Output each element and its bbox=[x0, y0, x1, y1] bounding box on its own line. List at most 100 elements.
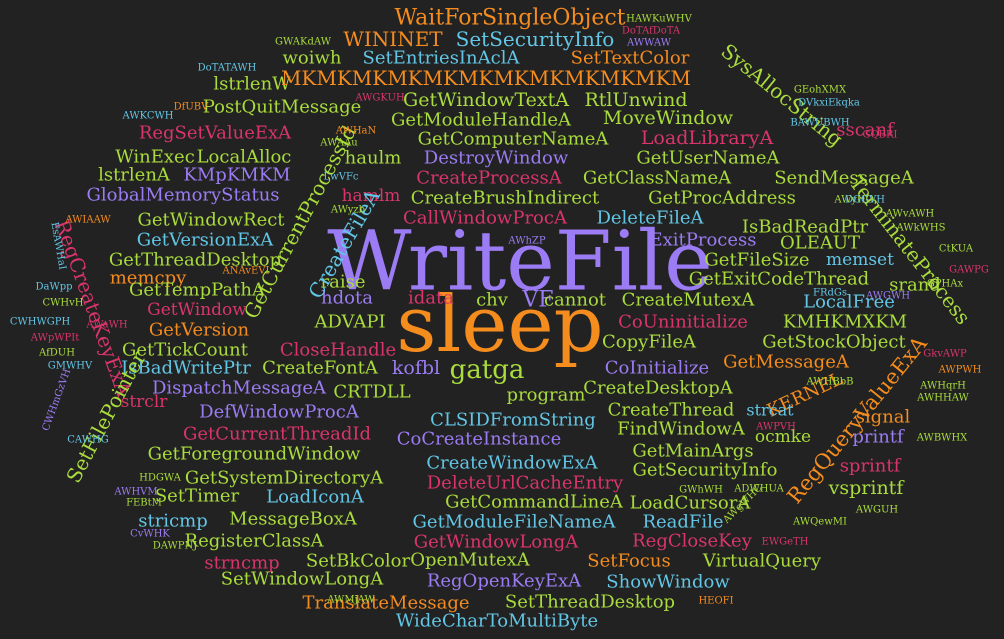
word-printf: printf bbox=[852, 427, 905, 448]
word-cawhg: CAWHG bbox=[67, 435, 108, 446]
word-set-entries-in-acl-a: SetEntriesInAclA bbox=[363, 48, 521, 69]
word-get-exit-code-thread: GetExitCodeThread bbox=[689, 269, 869, 290]
word-message-box-a: MessageBoxA bbox=[229, 509, 358, 530]
word-create-process-a: CreateProcessA bbox=[416, 168, 562, 189]
word-create-brush-indirect: CreateBrushIndirect bbox=[411, 188, 600, 209]
word-open-mutex-a: OpenMutexA bbox=[410, 550, 531, 571]
word-get-current-thread-id: GetCurrentThreadId bbox=[183, 424, 371, 445]
word-dggvh: DGGVH bbox=[845, 195, 885, 206]
word-frd-gs: FRdGs bbox=[813, 288, 847, 299]
word-gawpg: GAWPG bbox=[949, 265, 989, 276]
word-get-command-line-a: GetCommandLineA bbox=[445, 492, 624, 513]
word-af-duh: AfDUH bbox=[38, 348, 75, 359]
word-awgkuh: AWGKUH bbox=[354, 93, 405, 104]
word-lstrlen-w: lstrlenW bbox=[213, 74, 291, 95]
word-bawubwh: BAWUBWH bbox=[790, 118, 849, 129]
word-kofbl: kofbl bbox=[392, 357, 440, 379]
word-cannot: cannot bbox=[544, 290, 607, 311]
word-awpvh: AWPVH bbox=[755, 422, 796, 433]
word-destroy-window: DestroyWindow bbox=[424, 148, 569, 169]
word-find-window-a: FindWindowA bbox=[617, 419, 746, 440]
word-srand: srand bbox=[889, 275, 941, 296]
word-dvkxi-ekqka: DVkxiEkqka bbox=[798, 98, 860, 109]
word-awguh: AWGUH bbox=[855, 505, 899, 516]
word-wininet: WININET bbox=[343, 27, 443, 51]
word-oleaut: OLEAUT bbox=[780, 233, 860, 254]
word-awgwh: AWGWH bbox=[865, 291, 910, 302]
word-gwakd-aw: GWAKdAW bbox=[275, 37, 332, 48]
word-load-library-a: LoadLibraryA bbox=[641, 127, 774, 149]
word-get-user-name-a: GetUserNameA bbox=[636, 148, 780, 169]
word-awhvm: AWHVM bbox=[113, 487, 157, 498]
word-set-security-info: SetSecurityInfo bbox=[456, 27, 615, 51]
word-get-class-name-a: GetClassNameA bbox=[583, 168, 732, 189]
word-get-computer-name-a: GetComputerNameA bbox=[418, 129, 610, 150]
word-lstrlen-a: lstrlenA bbox=[98, 165, 171, 186]
word-get-tick-count: GetTickCount bbox=[122, 340, 249, 361]
word-awk-whs: AWkWHS bbox=[895, 223, 945, 234]
word-awbwhx: AWBWHX bbox=[916, 433, 968, 444]
word-load-cursor-a: LoadCursorA bbox=[630, 493, 752, 514]
word-get-version-ex-a: GetVersionExA bbox=[137, 230, 275, 251]
word-stricmp: stricmp bbox=[138, 511, 208, 532]
word-get-thread-desktop: GetThreadDesktop bbox=[109, 250, 281, 271]
word-awhbb-b: AWHBbB bbox=[806, 377, 854, 388]
word-signal: signal bbox=[856, 407, 911, 428]
word-dispatch-message-a: DispatchMessageA bbox=[152, 378, 327, 399]
word-febt-m: FEBtM bbox=[126, 498, 162, 509]
word-awa-wh: AWaWH bbox=[85, 320, 127, 331]
word-delete-url-cache-entry: DeleteUrlCacheEntry bbox=[427, 473, 624, 494]
word-da-wpp: DaWpp bbox=[35, 282, 72, 293]
word-exit-process: ExitProcess bbox=[649, 230, 756, 251]
word-idata: idata bbox=[408, 288, 454, 309]
word-awh-zp: AWhZP bbox=[507, 236, 545, 247]
word-set-thread-desktop: SetThreadDesktop bbox=[505, 592, 675, 613]
word-wait-for-single-object: WaitForSingleObject bbox=[394, 6, 625, 31]
word-raise: raise bbox=[321, 272, 366, 293]
word-awy-hg: AWyHG bbox=[833, 195, 873, 206]
word-show-window: ShowWindow bbox=[606, 572, 730, 593]
word-create-window-ex-a: CreateWindowExA bbox=[426, 453, 598, 474]
word-gkv-awp: GkvAWP bbox=[923, 349, 967, 360]
word-get-file-size: GetFileSize bbox=[704, 250, 809, 271]
word-cwhm-gz-vh: CWHmGzVH bbox=[41, 367, 74, 432]
word-gphax: GPHAx bbox=[927, 279, 964, 290]
word-df-ubv: DfUBV bbox=[174, 102, 209, 113]
word-awhhaw: AWHHAW bbox=[916, 393, 969, 404]
word-set-timer: SetTimer bbox=[155, 486, 240, 507]
word-get-system-directory-a: GetSystemDirectoryA bbox=[185, 468, 384, 489]
word-woiwh: woiwh bbox=[282, 48, 341, 69]
word-write-file: WriteFile bbox=[327, 215, 712, 310]
word-virtual-query: VirtualQuery bbox=[702, 551, 822, 572]
word-gatga: gatga bbox=[450, 355, 525, 385]
word-get-foreground-window: GetForegroundWindow bbox=[148, 444, 361, 465]
word-rtl-unwind: RtlUnwind bbox=[584, 89, 687, 111]
word-gwh-wh: GWhWH bbox=[679, 485, 723, 496]
word-cwhv-h: CWHvH bbox=[42, 298, 83, 309]
word-global-memory-status: GlobalMemoryStatus bbox=[86, 185, 279, 206]
word-awaau: AWAAu bbox=[319, 138, 358, 149]
word-gmwhv: GMWHV bbox=[48, 361, 93, 372]
word-program: program bbox=[507, 385, 586, 406]
word-hamlm: hamlm bbox=[342, 186, 401, 206]
word-create-thread: CreateThread bbox=[608, 400, 735, 421]
word-adwhua: ADWHUA bbox=[733, 484, 784, 495]
word-local-alloc: LocalAlloc bbox=[197, 147, 292, 168]
word-awyzb: AWyzb bbox=[330, 205, 365, 216]
word-strcat: strcat bbox=[746, 401, 794, 420]
word-awpwh: AWPWH bbox=[938, 365, 982, 376]
word-hdota: hdota bbox=[321, 288, 373, 309]
word-is-bad-read-ptr: IsBadReadPtr bbox=[742, 217, 869, 238]
word-get-security-info: GetSecurityInfo bbox=[633, 460, 778, 481]
word-call-window-proc-a: CallWindowProcA bbox=[403, 208, 568, 229]
word-gqbri: GQBRI bbox=[862, 130, 897, 141]
word-kmp-kmkm: KMpKMKM bbox=[183, 165, 290, 186]
word-set-focus: SetFocus bbox=[587, 551, 670, 572]
word-get-temp-path-a: GetTempPathA bbox=[129, 280, 266, 301]
word-sleep: sleep bbox=[396, 280, 603, 370]
word-ewge-th: EWGeTH bbox=[762, 537, 809, 548]
word-chv: chv bbox=[476, 290, 509, 311]
word-create-mutex-a: CreateMutexA bbox=[622, 290, 756, 311]
word-strclr: strclr bbox=[121, 392, 169, 412]
